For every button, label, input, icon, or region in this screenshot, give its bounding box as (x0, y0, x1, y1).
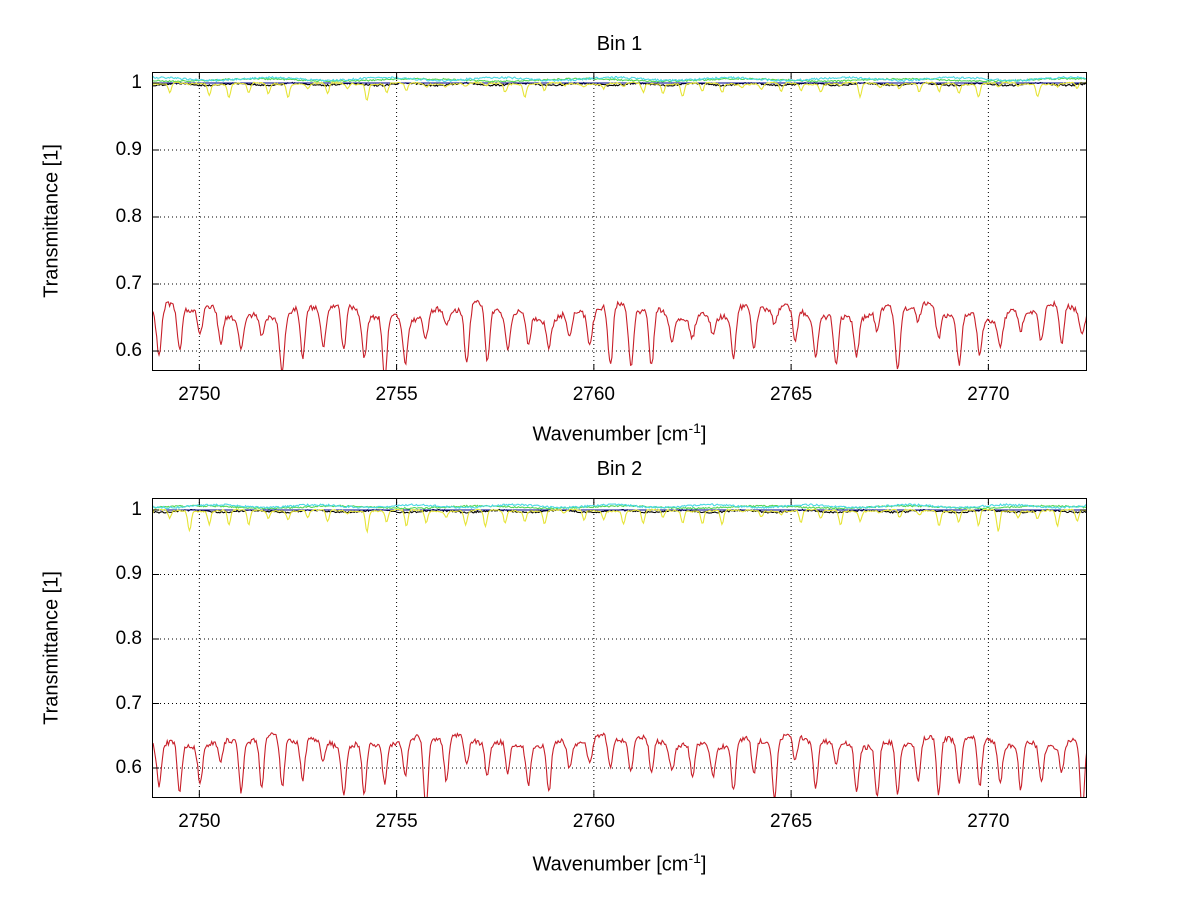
y-tick-label: 0.7 (115, 692, 142, 714)
y-tick-label: 0.6 (115, 340, 142, 362)
y-tick-label: 1 (131, 498, 142, 520)
y-tick-label: 0.9 (115, 563, 142, 585)
y-tick-label: 0.7 (115, 273, 142, 295)
x-tick-label: 2770 (967, 811, 1010, 832)
series-red-line (152, 732, 1087, 798)
x-tick-label: 2755 (375, 384, 418, 405)
x-tick-label: 2765 (769, 811, 813, 832)
x-axis-label-text: Wavenumber [cm (532, 423, 689, 446)
x-axis-label-text: Wavenumber [cm (532, 853, 689, 876)
plot-title-bin1: Bin 1 (596, 33, 643, 55)
series-cyan-line (152, 503, 1087, 510)
series-red-line (152, 299, 1087, 371)
x-axis-label-bin2: Wavenumber [cm-1] (152, 850, 1087, 877)
series-black-line (152, 81, 1087, 87)
y-axis-label-bin1: Transmittance [1] (40, 144, 63, 298)
x-tick-label: 2760 (572, 811, 615, 832)
x-tick-label: 2750 (178, 811, 221, 832)
series-yellow-line (152, 81, 1087, 102)
plot-title-bin2: Bin 2 (596, 458, 643, 480)
plot-svg-0 (152, 72, 1087, 371)
axes-box (152, 498, 1087, 798)
x-axis-label-sup: -1 (688, 420, 701, 436)
x-tick-label: 2770 (967, 384, 1010, 405)
y-tick-label: 0.8 (115, 628, 142, 649)
x-axis-label-sup: -1 (688, 850, 701, 866)
y-tick-label: 0.9 (115, 139, 142, 160)
series-yellow-line (152, 508, 1087, 534)
x-tick-label: 2755 (375, 811, 418, 832)
y-tick-label: 1 (131, 71, 142, 93)
series-cyan-line (152, 75, 1087, 83)
x-axis-label-close: ] (700, 423, 707, 446)
y-axis-label-bin2: Transmittance [1] (40, 571, 63, 725)
x-tick-label: 2760 (572, 384, 615, 405)
axes-box (152, 72, 1087, 371)
plot-svg-1 (152, 498, 1087, 798)
y-tick-label: 0.8 (115, 206, 142, 227)
x-tick-label: 2765 (769, 384, 813, 405)
x-axis-label-close: ] (700, 853, 707, 876)
x-axis-label-bin1: Wavenumber [cm-1] (152, 420, 1087, 447)
x-tick-label: 2750 (178, 384, 221, 405)
y-tick-label: 0.6 (115, 757, 142, 778)
